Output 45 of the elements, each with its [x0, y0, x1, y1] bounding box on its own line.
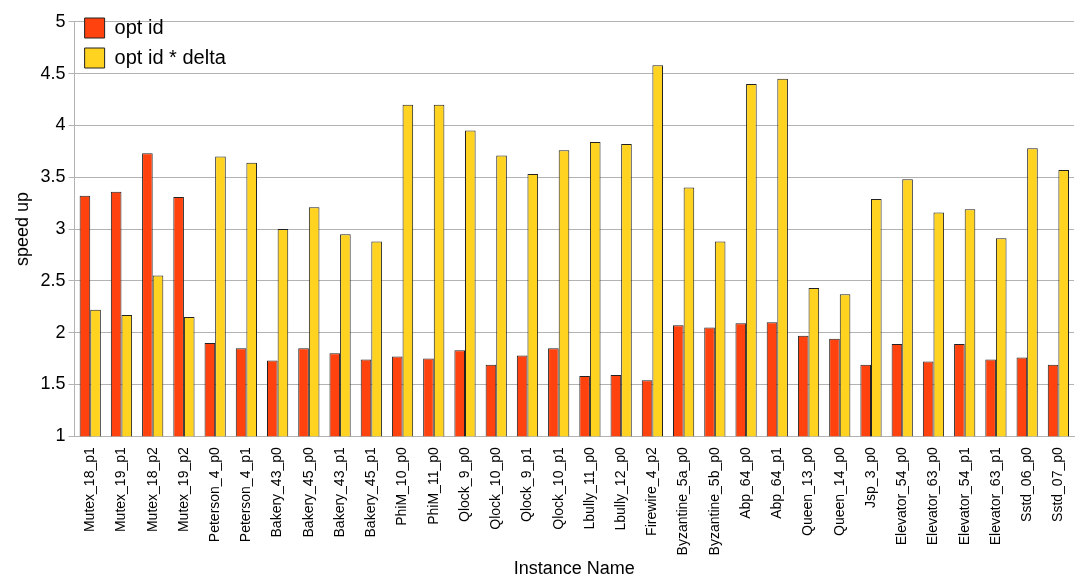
x-tick-label: Mutex_18_p1 — [81, 446, 98, 533]
x-tick-label: Byzantine_5b_p0 — [705, 446, 722, 556]
x-tick-label: Sstd_06_p0 — [1018, 446, 1035, 522]
x-tick-label: Queen_14_p0 — [830, 447, 847, 536]
x-tick-label: Elevator_63_p1 — [986, 446, 1003, 546]
x-tick-label: Bakery_45_p1 — [362, 446, 379, 538]
y-axis-title: speed up — [11, 191, 32, 267]
x-tick-label: Firewire_4_p2 — [643, 447, 660, 536]
y-tick-label: 2.5 — [40, 269, 66, 290]
y-tick-label: 3.5 — [40, 166, 66, 187]
x-tick-label: Qlock_9_p1 — [518, 446, 535, 522]
x-tick-label: Sstd_07_p0 — [1049, 446, 1066, 522]
x-tick-label: Elevator_54_p1 — [955, 446, 972, 546]
legend-label: opt id — [114, 15, 164, 38]
x-tick-label: Bakery_45_p0 — [299, 446, 316, 538]
x-tick-label: Mutex_19_p1 — [112, 446, 129, 533]
x-tick-label: Mutex_18_p2 — [143, 446, 160, 533]
x-tick-label: Byzantine_5a_p0 — [674, 446, 691, 556]
x-axis-title: Instance Name — [513, 558, 635, 579]
x-tick-label: Qlock_10_p0 — [487, 447, 504, 530]
x-tick-label: Queen_13_p0 — [799, 447, 816, 536]
x-tick-label: PhiM_10_p0 — [393, 447, 410, 526]
y-tick-label: 1 — [55, 425, 66, 446]
x-tick-label: PhiM_11_p0 — [424, 446, 441, 525]
x-tick-label: Lbully_11_p0 — [580, 447, 597, 530]
x-tick-label: Elevator_54_p0 — [893, 446, 910, 546]
y-tick-label: 4 — [55, 114, 66, 135]
y-tick-label: 3 — [55, 217, 66, 238]
x-tick-label: Mutex_19_p2 — [174, 446, 191, 533]
x-tick-label: Abp_64_p1 — [768, 447, 785, 519]
x-tick-label: Qlock_9_p0 — [455, 446, 472, 522]
y-tick-label: 2 — [55, 321, 66, 342]
legend-label: opt id * delta — [114, 45, 227, 68]
y-tick-label: 5 — [55, 10, 66, 31]
x-tick-label: Elevator_63_p0 — [924, 446, 941, 546]
y-tick-label: 1.5 — [40, 373, 66, 394]
x-tick-label: Bakery_43_p0 — [268, 446, 285, 538]
x-tick-label: Jsp_3_p0 — [861, 446, 878, 508]
x-tick-label: Abp_64_p0 — [736, 447, 753, 519]
x-tick-label: Bakery_43_p1 — [330, 446, 347, 538]
x-tick-label: Peterson_4_p0 — [206, 446, 223, 543]
x-tick-label: Qlock_10_p1 — [549, 447, 566, 530]
y-tick-label: 4.5 — [40, 62, 66, 83]
x-tick-label: Lbully_12_p0 — [612, 446, 629, 531]
x-tick-label: Peterson_4_p1 — [237, 446, 254, 543]
